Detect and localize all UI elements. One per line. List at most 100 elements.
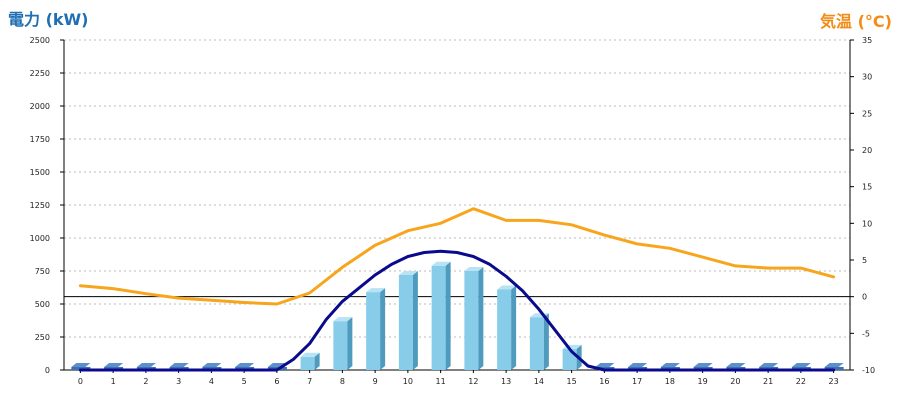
power-bar-front xyxy=(497,289,512,370)
power-bar-front xyxy=(431,265,446,370)
power-bar-top xyxy=(431,261,451,266)
power-bar xyxy=(824,363,844,370)
x-tick-label: 15 xyxy=(567,377,577,386)
left-tick-label: 250 xyxy=(35,333,50,342)
x-tick-label: 7 xyxy=(307,377,312,386)
x-tick-label: 23 xyxy=(829,377,839,386)
power-bar-base-top xyxy=(726,363,746,367)
right-tick-label: 25 xyxy=(862,109,872,118)
right-tick-label: 5 xyxy=(862,256,867,265)
x-tick-label: 18 xyxy=(665,377,675,386)
power-bar-base-top xyxy=(104,363,124,367)
right-axis-title: 気温 (°C) xyxy=(820,12,892,31)
power-bar-front xyxy=(300,356,315,370)
power-bar-base-top xyxy=(693,363,713,367)
power-bar-top xyxy=(398,270,418,275)
left-tick-label: 2500 xyxy=(30,36,50,45)
power-bar xyxy=(529,313,549,370)
power-bar-top xyxy=(300,352,320,357)
power-bar xyxy=(497,285,517,370)
power-bar-base-top xyxy=(791,363,811,367)
power-bar-front xyxy=(529,317,544,370)
power-bar-front xyxy=(562,348,577,370)
x-tick-label: 10 xyxy=(403,377,413,386)
power-line xyxy=(78,249,836,372)
x-tick-label: 22 xyxy=(796,377,806,386)
right-tick-label: 20 xyxy=(862,146,872,155)
power-bar-side xyxy=(314,352,320,370)
power-bars xyxy=(71,261,844,370)
power-bar-top xyxy=(366,288,386,293)
right-tick-label: 10 xyxy=(862,219,872,228)
x-tick-label: 8 xyxy=(340,377,345,386)
x-tick-label: 3 xyxy=(176,377,181,386)
x-tick-label: 9 xyxy=(373,377,378,386)
power-bar xyxy=(464,267,484,370)
x-tick-label: 21 xyxy=(763,377,773,386)
left-tick-label: 2250 xyxy=(30,69,50,78)
power-bar-base-top xyxy=(660,363,680,367)
left-tick-label: 500 xyxy=(35,300,50,309)
power-bar-front xyxy=(333,321,348,370)
power-bar xyxy=(431,261,451,370)
power-bar-base-top xyxy=(628,363,648,367)
power-bar-front xyxy=(398,274,413,370)
power-bar-base-top xyxy=(235,363,255,367)
power-bar-side xyxy=(478,267,484,370)
x-tick-label: 1 xyxy=(111,377,116,386)
right-tick-label: 35 xyxy=(862,36,872,45)
x-tick-label: 11 xyxy=(436,377,446,386)
power-bar-base-top xyxy=(759,363,779,367)
power-bar-front xyxy=(464,271,479,370)
right-tick-label: -5 xyxy=(862,329,870,338)
power-bar xyxy=(300,352,320,370)
tick-labels: 02505007501000125015001750200022502500-1… xyxy=(30,36,875,386)
right-tick-label: 15 xyxy=(862,183,872,192)
left-tick-label: 1750 xyxy=(30,135,50,144)
power-bar-side xyxy=(412,270,418,370)
power-bar-side xyxy=(380,288,386,370)
power-bar-top xyxy=(497,285,517,290)
right-tick-label: 0 xyxy=(862,293,867,302)
right-tick-label: 30 xyxy=(862,73,872,82)
power-bar-side xyxy=(511,285,517,370)
x-tick-label: 20 xyxy=(730,377,740,386)
left-tick-label: 1000 xyxy=(30,234,50,243)
x-tick-label: 14 xyxy=(534,377,544,386)
temperature-line xyxy=(78,207,836,306)
x-tick-label: 4 xyxy=(209,377,214,386)
power-bar-base-top xyxy=(202,363,222,367)
power-bar-front xyxy=(366,292,381,370)
power-bar-base-top xyxy=(824,363,844,367)
power-bar xyxy=(366,288,386,370)
power-bar-side xyxy=(445,261,451,370)
power-bar-top xyxy=(464,267,484,271)
power-bar-base-top xyxy=(595,363,615,367)
power-bar xyxy=(333,317,353,370)
x-tick-label: 6 xyxy=(274,377,279,386)
right-tick-label: -10 xyxy=(862,366,875,375)
left-tick-label: 1250 xyxy=(30,201,50,210)
power-bar-top xyxy=(333,317,353,322)
x-tick-label: 12 xyxy=(468,377,478,386)
power-bar xyxy=(398,270,418,370)
x-tick-label: 5 xyxy=(242,377,247,386)
power-bar-base xyxy=(824,367,844,370)
left-tick-label: 750 xyxy=(35,267,50,276)
x-tick-label: 16 xyxy=(599,377,609,386)
x-tick-label: 13 xyxy=(501,377,511,386)
x-tick-label: 0 xyxy=(78,377,83,386)
left-tick-label: 2000 xyxy=(30,102,50,111)
power-bar-side xyxy=(543,313,549,370)
data-lines xyxy=(78,207,836,372)
x-tick-label: 17 xyxy=(632,377,642,386)
left-tick-label: 1500 xyxy=(30,168,50,177)
x-tick-label: 19 xyxy=(698,377,708,386)
power-bar-base-top xyxy=(136,363,156,367)
power-bar-base-top xyxy=(169,363,189,367)
axes xyxy=(60,39,854,373)
power-bar-base-top xyxy=(71,363,91,367)
x-tick-label: 2 xyxy=(143,377,148,386)
left-tick-label: 0 xyxy=(45,366,50,375)
